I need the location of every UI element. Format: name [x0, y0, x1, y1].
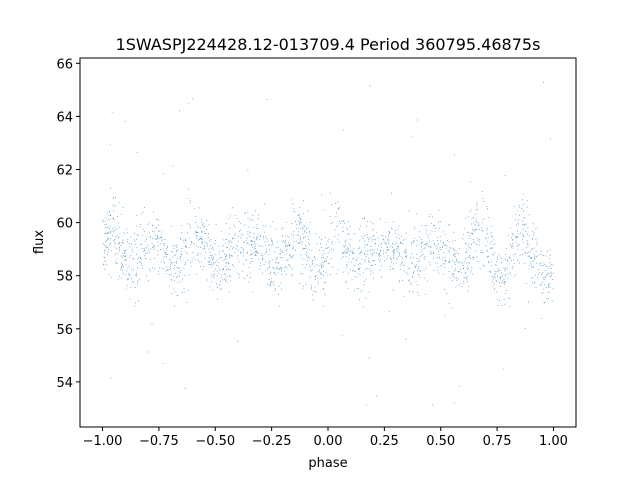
x-tick-label: 0.00	[314, 434, 343, 449]
x-tick-label: −1.00	[83, 434, 123, 449]
x-tick-label: −0.75	[139, 434, 179, 449]
x-axis: −1.00 −0.75 −0.50 −0.25 0.00 0.25 0.50 0.75 1.00	[83, 427, 568, 449]
y-tick-label: 56	[56, 323, 73, 338]
x-axis-label: phase	[308, 456, 347, 471]
y-axis-label: flux	[32, 230, 47, 254]
y-tick-label: 62	[56, 163, 73, 178]
x-tick-label: 0.75	[483, 434, 512, 449]
x-tick-label: 0.25	[370, 434, 399, 449]
y-axis: 54 56 58 60 62 64 66	[56, 57, 80, 391]
x-tick-label: −0.50	[195, 434, 235, 449]
x-tick-label: 0.50	[426, 434, 455, 449]
y-tick-label: 64	[56, 110, 73, 125]
y-tick-label: 58	[56, 270, 73, 285]
y-tick-label: 54	[56, 376, 73, 391]
x-tick-label: 1.00	[539, 434, 568, 449]
y-tick-label: 60	[56, 217, 73, 232]
chart-title: 1SWASPJ224428.12-013709.4 Period 360795.…	[116, 35, 541, 54]
y-tick-label: 66	[56, 57, 73, 72]
x-tick-label: −0.25	[252, 434, 292, 449]
